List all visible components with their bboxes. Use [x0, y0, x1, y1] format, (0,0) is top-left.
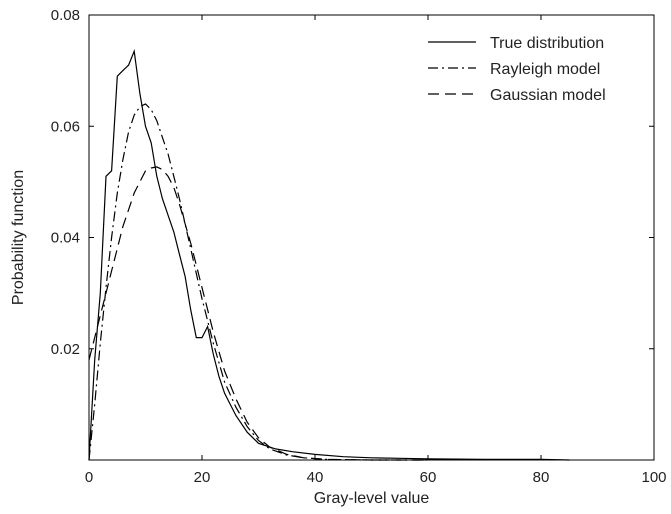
y-axis: 0.02 0.04 0.06 0.08 — [51, 7, 654, 358]
x-tick-label: 60 — [420, 469, 437, 486]
x-tick-label: 80 — [533, 469, 550, 486]
legend-label: Gaussian model — [490, 87, 606, 104]
y-tick-label: 0.08 — [51, 7, 80, 24]
legend: True distribution Rayleigh model Gaussian … — [428, 35, 606, 104]
legend-label: True distribution — [490, 35, 604, 52]
x-tick-label: 0 — [85, 469, 93, 486]
series-line-gaussian-model — [88, 166, 428, 461]
legend-label: Rayleigh model — [490, 61, 600, 78]
y-tick-label: 0.02 — [51, 341, 80, 358]
x-axis: 0 20 40 60 80 100 — [85, 15, 667, 486]
plot-series-group — [88, 48, 570, 461]
x-axis-label: Gray-level value — [314, 490, 430, 507]
y-tick-label: 0.06 — [51, 118, 80, 135]
x-tick-label: 100 — [641, 469, 666, 486]
series-line-true-distribution — [88, 48, 570, 461]
x-tick-label: 40 — [307, 469, 324, 486]
y-axis-label: Probability function — [10, 170, 27, 305]
y-tick-label: 0.04 — [51, 230, 80, 247]
series-line-rayleigh-model — [88, 103, 428, 461]
x-tick-label: 20 — [194, 469, 211, 486]
